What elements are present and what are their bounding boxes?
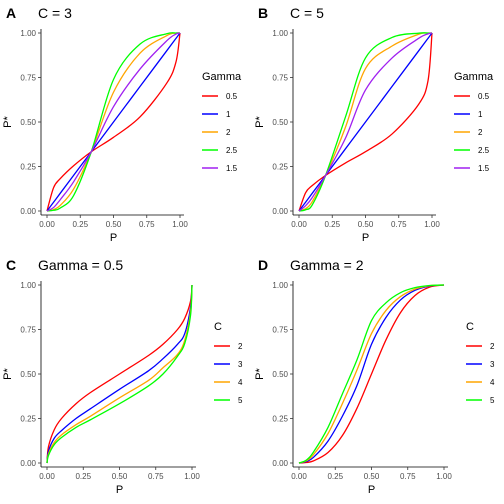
legend-entry: 1.5 (478, 164, 490, 173)
x-tick-label: 0.00 (39, 472, 55, 481)
legend-entry: 5 (490, 396, 495, 405)
y-tick-label: 0.00 (20, 207, 36, 216)
series-line-4 (298, 284, 445, 464)
x-axis-label: P (368, 484, 375, 496)
x-tick-label: 0.50 (106, 220, 122, 229)
y-axis-label: P* (2, 367, 14, 379)
legend-entry: 4 (238, 378, 243, 387)
panel-label: C (6, 257, 16, 273)
x-tick-label: 0.75 (148, 472, 164, 481)
series-line-5 (298, 284, 445, 464)
panel-b: B C = 5 0.000.00 0.25 0.25 0.50 0.50 0.75 0.75 1.… (254, 5, 494, 244)
y-tick-label: 1.00 (20, 281, 36, 290)
x-tick-label: 0.25 (324, 220, 340, 229)
legend-entry: 2 (478, 128, 483, 137)
x-axis-label: P (116, 484, 123, 496)
series-line-2 (298, 284, 445, 464)
legend-entry: 3 (490, 360, 495, 369)
panel-title: C = 5 (290, 5, 324, 21)
y-tick-label: 0.75 (20, 74, 36, 83)
y-tick-label: 0.25 (272, 163, 288, 172)
series-line-1 (298, 32, 433, 212)
panel-d: D Gamma = 2 0.000.00 0.25 0.25 0.50 0.50 0.75 0.… (254, 257, 495, 496)
x-tick-label: 0.75 (139, 220, 155, 229)
x-tick-label: 0.00 (291, 472, 307, 481)
panel-title: Gamma = 0.5 (38, 257, 123, 273)
panel-label: B (258, 5, 268, 21)
series-line-0.5 (298, 32, 433, 212)
legend-entry: 0.5 (478, 92, 490, 101)
x-tick-label: 0.75 (400, 472, 416, 481)
legend-entry: 2 (238, 342, 243, 351)
x-tick-label: 0.50 (112, 472, 128, 481)
legend-entry: 1.5 (226, 164, 238, 173)
y-tick-label: 0.00 (20, 459, 36, 468)
x-tick-label: 1.00 (172, 220, 188, 229)
y-tick-label: 0.50 (20, 118, 36, 127)
x-tick-label: 1.00 (424, 220, 440, 229)
series-line-3 (46, 284, 193, 464)
y-tick-label: 0.75 (272, 326, 288, 335)
legend-entry: 0.5 (226, 92, 238, 101)
series-line-1 (46, 32, 181, 212)
legend-entry: 2.5 (478, 146, 490, 155)
y-tick-label: 0.00 (272, 459, 288, 468)
panel-title: Gamma = 2 (290, 257, 364, 273)
legend-entry: 3 (238, 360, 243, 369)
y-tick-label: 0.25 (272, 415, 288, 424)
y-tick-label: 1.00 (272, 281, 288, 290)
x-tick-label: 0.25 (327, 472, 343, 481)
legend-title: Gamma (202, 71, 242, 83)
x-tick-label: 0.00 (39, 220, 55, 229)
legend-entry: 2.5 (226, 146, 238, 155)
x-axis-label: P (110, 232, 117, 244)
x-tick-label: 0.25 (75, 472, 91, 481)
y-axis-label: P* (254, 367, 266, 379)
y-tick-label: 0.75 (272, 74, 288, 83)
panel-c: C Gamma = 0.5 0.000.00 0.25 0.25 0.50 0.50 0.75… (2, 257, 243, 496)
y-tick-label: 0.25 (20, 163, 36, 172)
y-tick-label: 0.25 (20, 415, 36, 424)
series-line-3 (298, 284, 445, 464)
series-line-2.5 (46, 32, 181, 212)
x-tick-label: 0.75 (391, 220, 407, 229)
series-line-0.5 (46, 32, 181, 212)
x-tick-label: 0.50 (358, 220, 374, 229)
x-tick-label: 0.50 (364, 472, 380, 481)
x-axis-label: P (362, 232, 369, 244)
x-tick-label: 0.00 (291, 220, 307, 229)
y-tick-label: 0.50 (272, 118, 288, 127)
x-tick-label: 1.00 (436, 472, 452, 481)
y-tick-label: 1.00 (272, 29, 288, 38)
y-tick-label: 0.00 (272, 207, 288, 216)
panel-a: A C = 3 0.000.00 0.25 0.25 0.50 0.50 0.75 0.75 1.… (2, 5, 242, 244)
legend-entry: 5 (238, 396, 243, 405)
legend-title: C (466, 321, 474, 333)
x-tick-label: 1.00 (184, 472, 200, 481)
panel-title: C = 3 (38, 5, 72, 21)
legend-entry: 4 (490, 378, 495, 387)
series-line-5 (46, 284, 193, 464)
legend-entry: 2 (490, 342, 495, 351)
legend-entry: 1 (226, 110, 231, 119)
y-tick-label: 1.00 (20, 29, 36, 38)
series-line-2.5 (298, 32, 433, 212)
y-tick-label: 0.50 (272, 370, 288, 379)
legend-title: C (214, 321, 222, 333)
legend-title: Gamma (454, 71, 494, 83)
legend-entry: 2 (226, 128, 231, 137)
legend-entry: 1 (478, 110, 483, 119)
panel-label: A (6, 5, 16, 21)
y-axis-label: P* (2, 115, 14, 127)
series-line-1.5 (46, 32, 181, 212)
x-tick-label: 0.25 (72, 220, 88, 229)
series-line-4 (46, 284, 193, 464)
series-line-1.5 (298, 32, 433, 212)
y-tick-label: 0.75 (20, 326, 36, 335)
y-tick-label: 0.50 (20, 370, 36, 379)
panel-label: D (258, 257, 268, 273)
y-axis-label: P* (254, 115, 266, 127)
series-line-2 (46, 284, 193, 464)
